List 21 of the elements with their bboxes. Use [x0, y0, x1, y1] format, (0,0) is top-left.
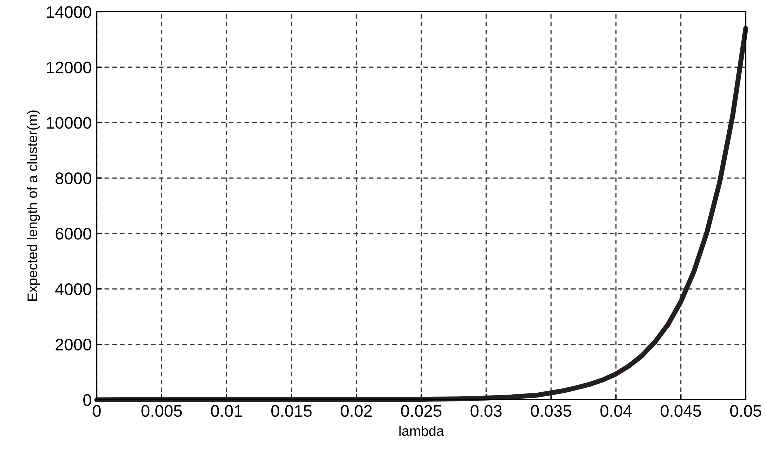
x-tick-label: 0.045	[660, 405, 702, 418]
x-tick-label: 0.015	[272, 405, 312, 418]
y-tick-label: 2000	[56, 338, 92, 351]
y-tick-label: 4000	[55, 284, 92, 296]
x-tick-label: 0.05	[730, 405, 762, 418]
y-tick-label: 8000	[56, 172, 92, 184]
y-tick-label: 6000	[56, 228, 92, 240]
y-tick-label: 14000	[47, 6, 92, 18]
y-tick-label: 0	[84, 394, 92, 406]
y-axis-title: Expected length of a cluster(m)	[27, 110, 40, 301]
x-axis-title: lambda	[400, 426, 444, 436]
x-tick-label: 0.01	[211, 405, 242, 418]
x-tick-label: 0.03	[470, 405, 502, 418]
y-tick-label: 12000	[47, 62, 92, 74]
x-tick-label: 0	[93, 405, 101, 418]
x-tick-label: 0.02	[341, 405, 372, 418]
x-tick-label: 0.035	[531, 405, 572, 418]
x-tick-label: 0.04	[600, 405, 632, 418]
y-tick-label: 10000	[47, 117, 92, 130]
x-tick-label: 0.025	[401, 405, 442, 418]
x-tick-label: 0.005	[142, 405, 182, 418]
